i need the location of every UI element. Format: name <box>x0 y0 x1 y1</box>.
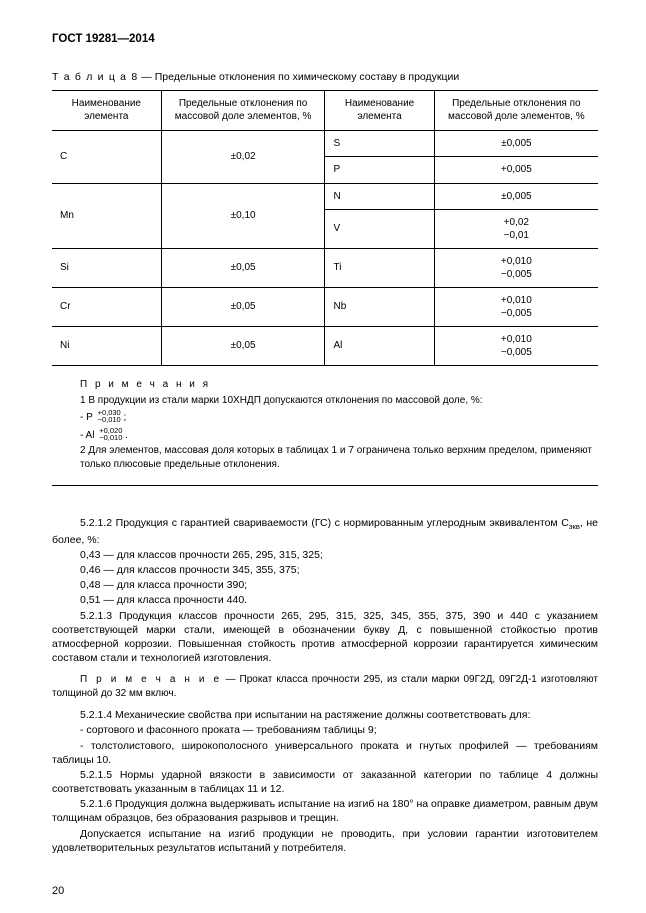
table-cell-elem: N <box>325 183 434 210</box>
table-caption-text: — Предельные отклонения по химическому с… <box>138 71 459 83</box>
table-cell-elem: C <box>52 130 161 183</box>
table-cell-elem: Nb <box>325 288 434 327</box>
table-cell-val: ±0,10 <box>161 183 325 249</box>
table-cell-val: ±0,05 <box>161 249 325 288</box>
p-5.2.1.4a: - сортового и фасонного проката — требов… <box>52 723 598 737</box>
deviations-table: Наименование элемента Предельные отклоне… <box>52 90 598 367</box>
table-cell-val: ±0,005 <box>434 183 598 210</box>
table-cell-elem: P <box>325 157 434 184</box>
table-cell-val: ±0,05 <box>161 288 325 327</box>
line-046: 0,46 — для классов прочности 345, 355, 3… <box>52 563 598 577</box>
page-number: 20 <box>52 884 64 899</box>
notes-title: П р и м е ч а н и я <box>80 379 211 390</box>
p-5.2.1.4: 5.2.1.4 Механические свойства при испыта… <box>52 708 598 722</box>
th-dev-2: Предельные отклонения по массовой доле э… <box>434 90 598 130</box>
th-name-2: Наименование элемента <box>325 90 434 130</box>
note-1: 1 В продукции из стали марки 10ХНДП допу… <box>80 394 592 408</box>
line-048: 0,48 — для класса прочности 390; <box>52 578 598 592</box>
table-cell-val: ±0,005 <box>434 130 598 157</box>
th-dev-1: Предельные отклонения по массовой доле э… <box>161 90 325 130</box>
table-cell-val: +0,02−0,01 <box>434 210 598 249</box>
p-5.2.1.3: 5.2.1.3 Продукция классов прочности 265,… <box>52 609 598 666</box>
table-cell-val: +0,005 <box>434 157 598 184</box>
table-cell-elem: Cr <box>52 288 161 327</box>
table-cell-elem: Mn <box>52 183 161 249</box>
body-note: П р и м е ч а н и е — Прокат класса проч… <box>52 673 598 700</box>
table-cell-val: +0,010−0,005 <box>434 327 598 366</box>
table-cell-elem: V <box>325 210 434 249</box>
line-043: 0,43 — для классов прочности 265, 295, 3… <box>52 548 598 562</box>
table-caption: Т а б л и ц а 8 — Предельные отклонения … <box>52 70 598 84</box>
p-5.2.1.5: 5.2.1.5 Нормы ударной вязкости в зависим… <box>52 768 598 796</box>
table-cell-val: +0,010−0,005 <box>434 288 598 327</box>
table-cell-elem: Al <box>325 327 434 366</box>
table-cell-elem: Ti <box>325 249 434 288</box>
table-cell-val: ±0,05 <box>161 327 325 366</box>
table-cell-elem: S <box>325 130 434 157</box>
doc-code: ГОСТ 19281—2014 <box>52 32 598 48</box>
table-cell-val: +0,010−0,005 <box>434 249 598 288</box>
p-5.2.1.2: 5.2.1.2 Продукция с гарантией свариваемо… <box>52 516 598 546</box>
table-cell-elem: Ni <box>52 327 161 366</box>
p-5.2.1.4b: - толстолистового, широкополосного униве… <box>52 739 598 767</box>
p-allow: Допускается испытание на изгиб продукции… <box>52 827 598 855</box>
table-cell-elem: Si <box>52 249 161 288</box>
note-2: 2 Для элементов, массовая доля которых в… <box>80 444 592 471</box>
p-5.2.1.6: 5.2.1.6 Продукция должна выдерживать исп… <box>52 797 598 825</box>
table-notes: П р и м е ч а н и я 1 В продукции из ста… <box>52 366 598 486</box>
body-text: 5.2.1.2 Продукция с гарантией свариваемо… <box>52 516 598 854</box>
note-p: - Р +0,030−0,010 ; <box>80 409 592 425</box>
th-name-1: Наименование элемента <box>52 90 161 130</box>
line-051: 0,51 — для класса прочности 440. <box>52 593 598 607</box>
table-cell-val: ±0,02 <box>161 130 325 183</box>
table-caption-num: Т а б л и ц а 8 <box>52 71 138 83</box>
note-al: - Al +0,020−0,010 . <box>80 427 592 443</box>
